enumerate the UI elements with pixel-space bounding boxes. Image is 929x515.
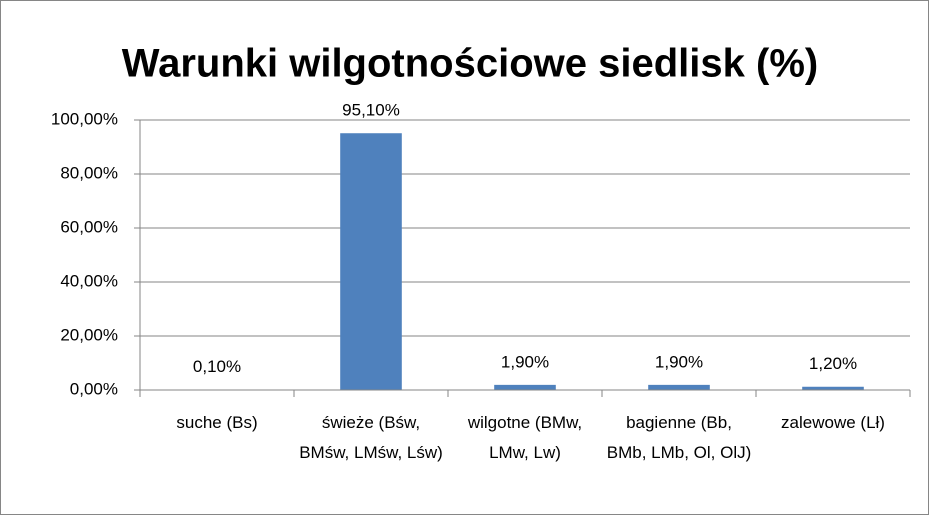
y-tick-label: 20,00% xyxy=(60,325,118,344)
value-label: 1,90% xyxy=(655,352,703,371)
x-tick-label: świeże (Bśw, BMśw, LMśw, Lśw) xyxy=(299,413,443,462)
x-tick-label: zalewowe (Lł) xyxy=(781,413,885,432)
bar xyxy=(340,133,402,391)
y-tick-label: 40,00% xyxy=(60,271,118,290)
value-label: 0,10% xyxy=(193,357,241,376)
y-tick-label: 100,00% xyxy=(51,109,118,128)
chart-title: Warunki wilgotnościowe siedlisk (%) xyxy=(122,42,818,86)
value-label: 1,20% xyxy=(809,354,857,373)
bar xyxy=(494,384,556,390)
y-tick-label: 0,00% xyxy=(70,379,118,398)
value-label: 1,90% xyxy=(501,352,549,371)
bar xyxy=(802,386,864,390)
x-tick-label: wilgotne (BMw, LMw, Lw) xyxy=(467,413,583,462)
x-tick-label: suche (Bs) xyxy=(176,413,258,432)
bar xyxy=(648,384,710,390)
value-label: 95,10% xyxy=(342,101,400,120)
x-tick-label: bagienne (Bb, BMb, LMb, Ol, OlJ) xyxy=(606,413,752,462)
y-tick-label: 80,00% xyxy=(60,163,118,182)
y-tick-label: 60,00% xyxy=(60,217,118,236)
